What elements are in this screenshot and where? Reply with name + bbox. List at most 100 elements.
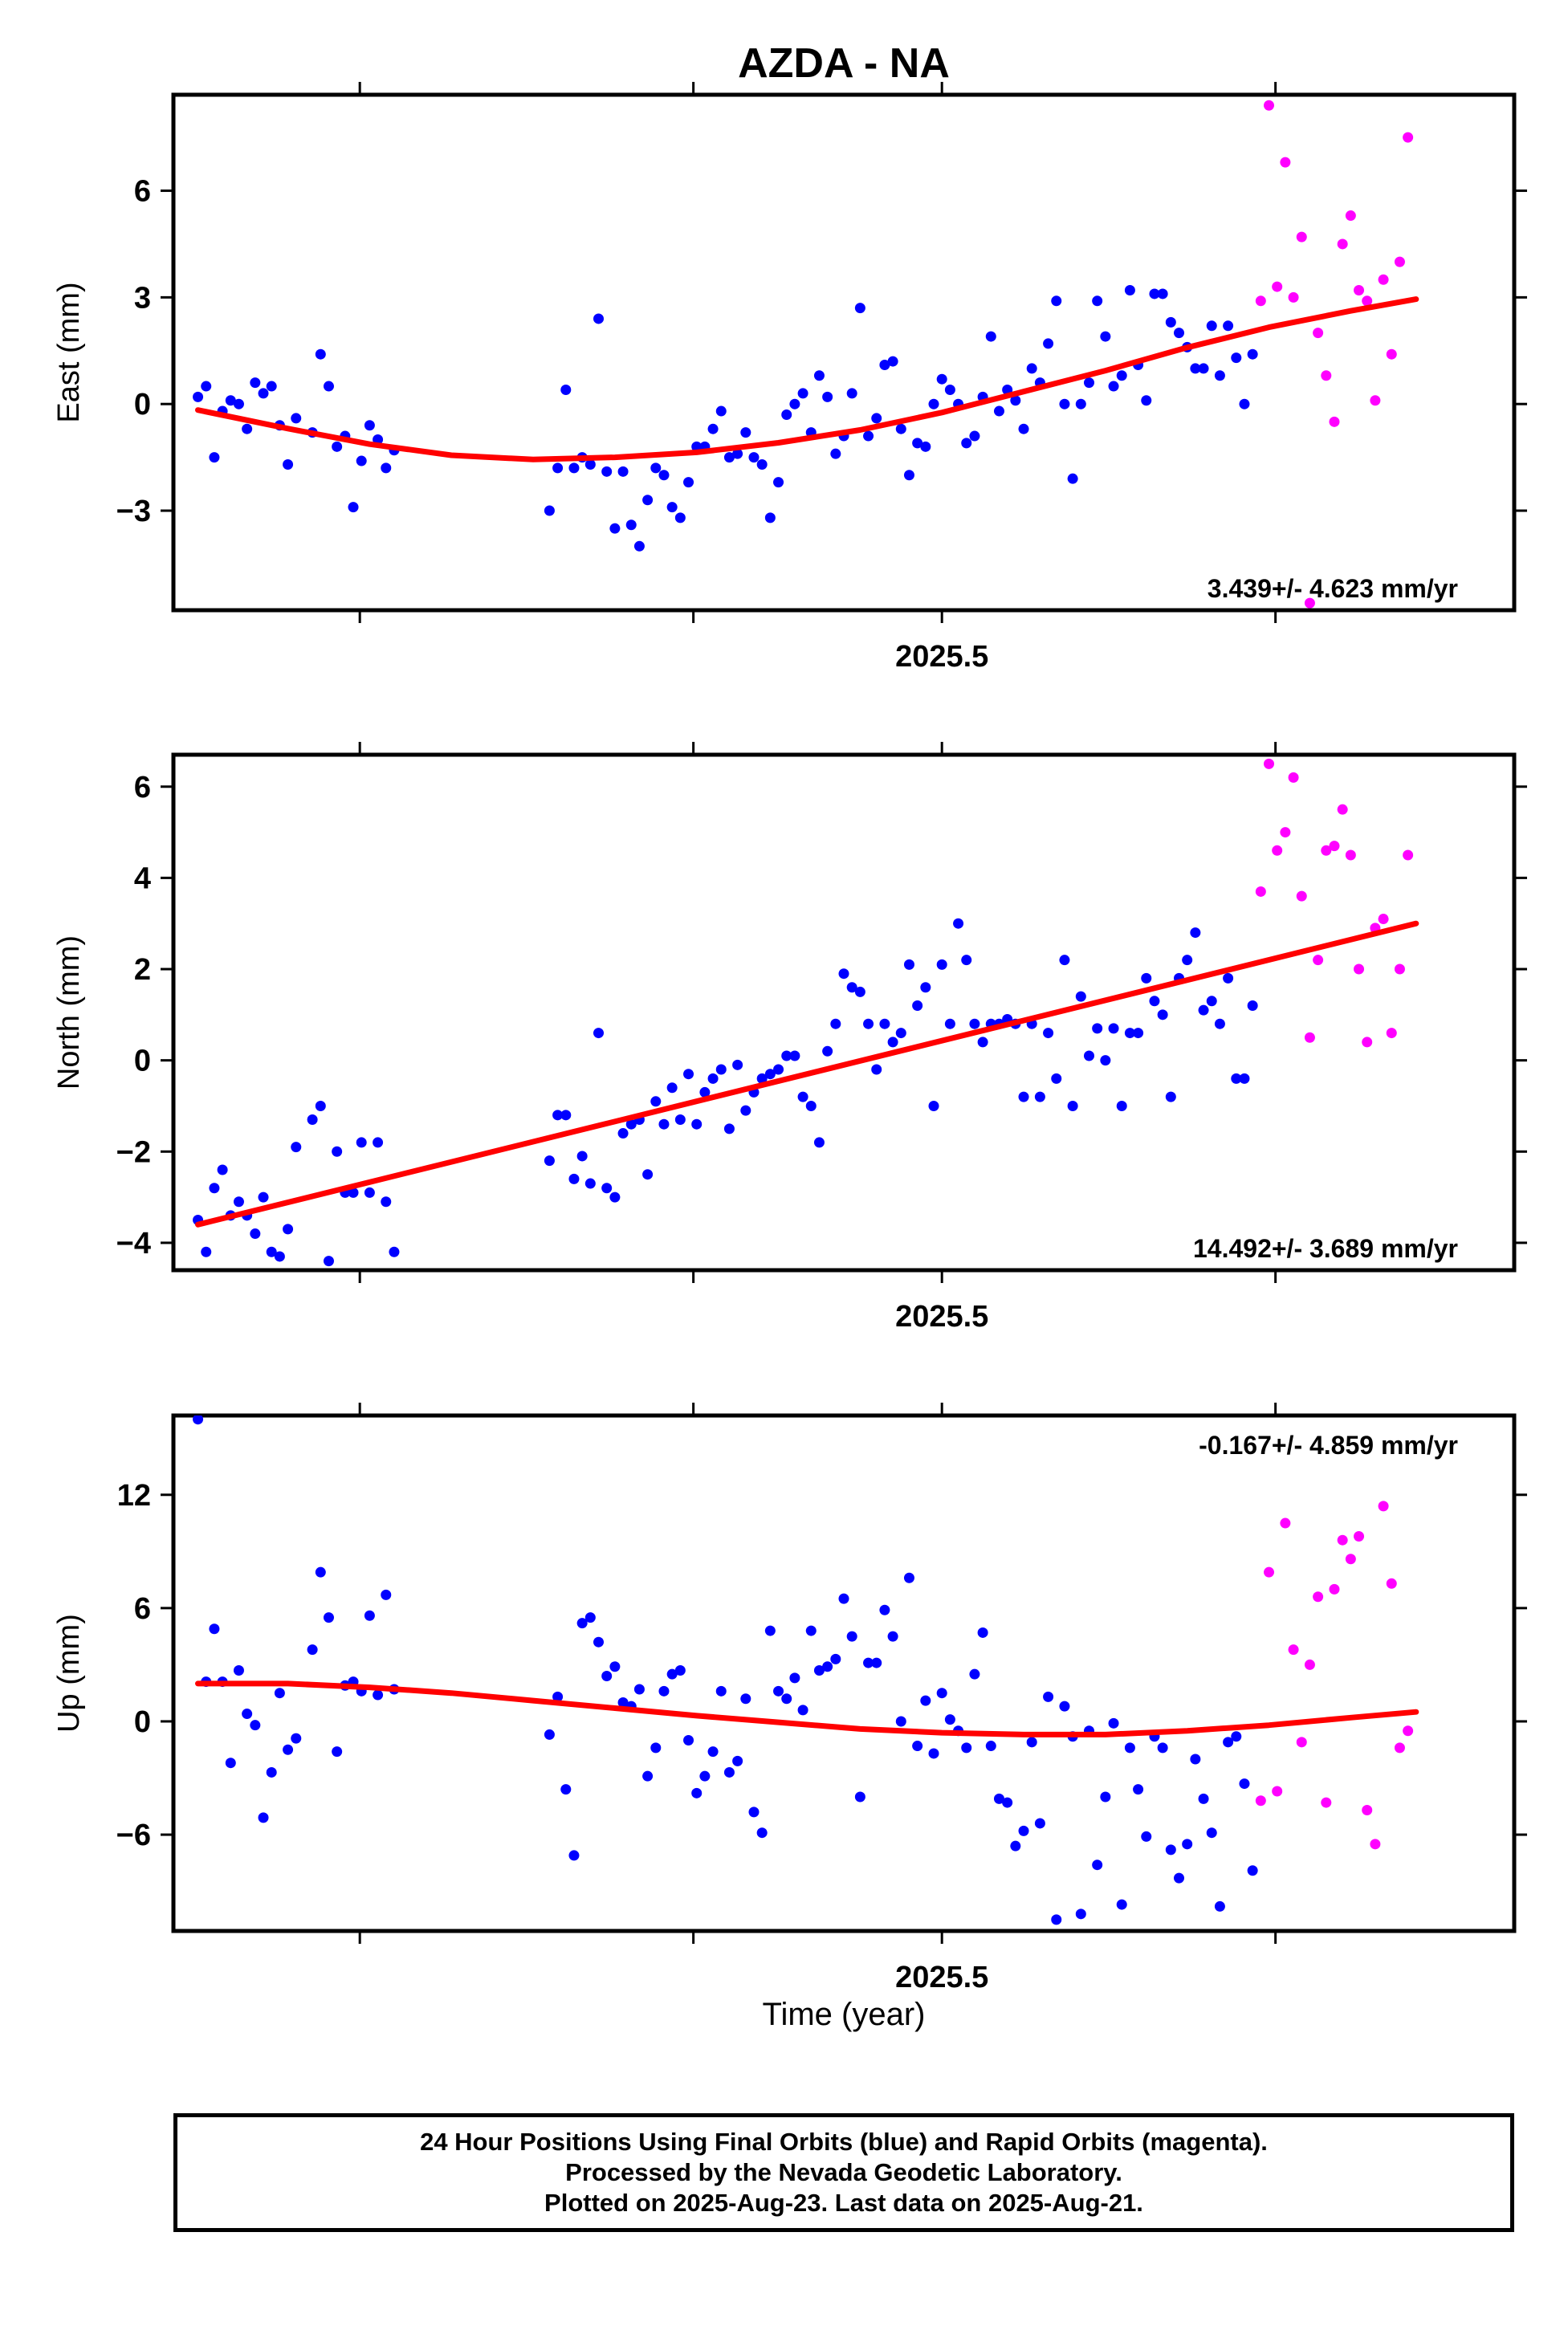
up-final-point [920, 1695, 931, 1706]
east-final-point [732, 448, 743, 459]
north-rapid-point [1394, 963, 1405, 975]
up-panel: −6 0 6 12 2025.5 Up (mm) -0.167+/- 4.859 mm/yr [52, 1403, 1527, 1994]
east-rapid-point [1378, 274, 1389, 285]
north-final-point [1116, 1100, 1127, 1111]
north-final-point [723, 1123, 735, 1134]
footer-line-1: 24 Hour Positions Using Final Orbits (bl… [420, 2128, 1268, 2156]
up-final-point [1165, 1844, 1176, 1855]
north-rapid-point [1272, 845, 1283, 856]
north-final-point [977, 1037, 988, 1048]
up-final-point [323, 1612, 334, 1623]
up-final-point [813, 1664, 825, 1676]
up-final-point [617, 1697, 629, 1708]
east-final-point [781, 409, 792, 420]
up-ytick-label: 6 [134, 1592, 151, 1626]
up-final-point [266, 1766, 277, 1778]
east-final-point [568, 462, 580, 474]
east-final-point [258, 388, 269, 399]
east-final-point [315, 348, 326, 360]
east-final-point [887, 356, 898, 367]
east-rapid-point [1329, 416, 1340, 427]
north-y-axis-label: North (mm) [52, 935, 86, 1090]
up-final-point [568, 1850, 580, 1861]
north-final-point [1034, 1091, 1045, 1102]
north-final-point [332, 1146, 343, 1157]
up-final-point [781, 1693, 792, 1705]
north-final-point [863, 1018, 874, 1029]
up-final-point [1133, 1784, 1144, 1795]
up-final-point [715, 1685, 727, 1697]
up-final-point [863, 1657, 874, 1668]
north-rapid-point [1337, 804, 1348, 815]
east-final-point [1190, 363, 1201, 374]
east-final-point [961, 438, 972, 449]
north-final-point [953, 918, 964, 929]
north-final-point [871, 1064, 882, 1075]
up-final-point [674, 1664, 686, 1676]
east-rapid-point [1354, 285, 1365, 296]
up-final-point [871, 1657, 882, 1668]
north-final-point [650, 1096, 662, 1107]
north-final-point [789, 1050, 800, 1061]
north-final-point [928, 1100, 939, 1111]
up-ytick-label: 0 [134, 1705, 151, 1739]
east-final-point [1067, 473, 1078, 484]
east-final-point [707, 423, 719, 434]
north-final-point [1141, 972, 1152, 984]
north-final-point [879, 1018, 890, 1029]
east-final-point [928, 398, 939, 409]
north-ytick-label: 2 [134, 953, 151, 987]
east-final-point [1165, 316, 1176, 328]
up-final-point [944, 1714, 955, 1725]
north-final-point [936, 959, 947, 970]
east-final-point [584, 458, 596, 470]
east-final-point [912, 438, 923, 449]
up-final-point [658, 1685, 670, 1697]
up-final-point [666, 1668, 678, 1680]
up-rapid-point [1362, 1804, 1373, 1815]
up-final-point [789, 1672, 800, 1684]
north-final-point [233, 1196, 244, 1208]
east-final-point [895, 423, 906, 434]
east-final-point [748, 452, 760, 463]
north-rapid-point [1321, 845, 1332, 856]
footer-box: 24 Hour Positions Using Final Orbits (bl… [173, 2113, 1514, 2232]
up-final-point [307, 1644, 318, 1656]
north-final-point [1206, 996, 1217, 1007]
up-final-point [699, 1770, 711, 1782]
north-final-point [813, 1137, 825, 1148]
east-fit-line [195, 296, 1419, 462]
up-rapid-point [1329, 1583, 1340, 1595]
east-final-point [871, 413, 882, 424]
north-final-point [830, 1018, 841, 1029]
up-final-point [193, 1416, 204, 1425]
east-final-point [601, 466, 613, 477]
up-final-point [1026, 1737, 1037, 1748]
north-final-point [1018, 1091, 1029, 1102]
north-frame [171, 752, 1517, 1273]
east-final-point [323, 381, 334, 392]
north-final-point [1092, 1023, 1103, 1034]
up-rapid-point [1288, 1644, 1299, 1656]
east-final-point [740, 427, 751, 438]
up-final-point [584, 1612, 596, 1623]
north-final-point [1051, 1073, 1062, 1084]
east-y-axis-label: East (mm) [52, 282, 86, 422]
north-panel: −4 −2 0 2 4 6 2025.5 North (mm) 14.492+/- 3.689 … [52, 742, 1527, 1334]
up-final-point [1247, 1865, 1258, 1876]
north-final-point [1075, 991, 1086, 1002]
north-rapid-point [1288, 772, 1299, 783]
up-rapid-point [1370, 1839, 1381, 1850]
up-final-point [822, 1661, 833, 1672]
up-final-point [928, 1748, 939, 1759]
north-rapid-point [1354, 963, 1365, 975]
north-final-point [1059, 955, 1070, 966]
north-final-point [552, 1110, 564, 1121]
east-final-point [250, 377, 261, 389]
east-final-point [201, 381, 212, 392]
north-rapid-point [1378, 914, 1389, 925]
north-final-point [1239, 1073, 1250, 1084]
up-rapid-point [1394, 1742, 1405, 1754]
north-final-point [250, 1228, 261, 1240]
up-rapid-point [1403, 1725, 1414, 1737]
